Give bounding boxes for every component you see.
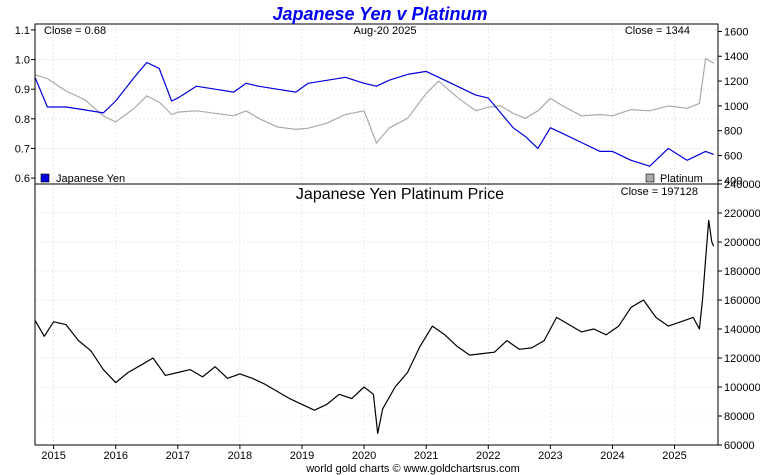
y-bottom-tick-label: 140000 [724,324,760,336]
y-bottom-tick-label: 80000 [724,411,755,423]
y-left-tick-label: 0.6 [15,173,30,185]
legend-swatch-platinum [645,173,655,183]
y-bottom-tick-label: 60000 [724,440,755,452]
legend-swatch-japanese-yen [40,173,50,183]
close-annotation-left: Close = 0.68 [44,25,106,37]
y-right-tick-label: 600 [724,150,742,162]
close-annotation-right: Close = 1344 [625,25,690,37]
y-bottom-tick-label: 180000 [724,266,760,278]
x-tick-label: 2025 [662,450,686,462]
footer-credit: world gold charts © www.goldchartsrus.co… [305,463,520,475]
y-bottom-tick-label: 240000 [724,179,760,191]
y-bottom-tick-label: 120000 [724,353,760,365]
close-annotation-bottom: Close = 197128 [621,186,698,198]
top-panel-grid [35,24,718,184]
y-bottom-tick-label: 200000 [724,237,760,249]
x-tick-label: 2017 [166,450,190,462]
y-right-tick-label: 800 [724,126,742,138]
x-tick-label: 2021 [414,450,438,462]
y-left-tick-label: 1.1 [15,25,30,37]
y-right-tick-label: 1600 [724,26,748,38]
y-right-tick-label: 1400 [724,51,748,63]
x-tick-label: 2016 [103,450,127,462]
y-left-tick-label: 0.9 [15,84,30,96]
bottom-chart-title: Japanese Yen Platinum Price [296,186,504,203]
y-bottom-tick-label: 220000 [724,208,760,220]
x-tick-label: 2015 [41,450,65,462]
y-right-tick-label: 1200 [724,76,748,88]
y-left-tick-label: 1.0 [15,55,30,67]
legend-label-platinum: Platinum [660,173,703,185]
x-tick-label: 2019 [290,450,314,462]
top-chart-title: Japanese Yen v Platinum [272,4,487,24]
x-tick-label: 2024 [600,450,624,462]
y-right-tick-label: 400 [724,175,742,187]
japanese-yen-series-line [34,61,714,167]
x-tick-label: 2018 [228,450,252,462]
series-lines [34,58,715,434]
x-tick-label: 2022 [476,450,500,462]
y-bottom-tick-label: 100000 [724,382,760,394]
platinum-series-line [34,58,714,144]
tick-labels: 2015 2016 2017 2018 2019 2020 2021 2022 2023 2024… [15,25,760,462]
bottom-panel-grid [35,183,718,446]
top-panel-frame [34,23,719,185]
x-tick-label: 2023 [538,450,562,462]
y-right-tick-label: 1000 [724,101,748,113]
bottom-panel-frame [34,183,719,446]
y-left-tick-label: 0.8 [15,114,30,126]
x-tick-label: 2020 [352,450,376,462]
y-bottom-tick-label: 160000 [724,295,760,307]
y-left-tick-label: 0.7 [15,143,30,155]
date-annotation: Aug-20 2025 [354,25,417,37]
yen-platinum-price-line [34,219,715,434]
legend-label-japanese-yen: Japanese Yen [56,173,125,185]
